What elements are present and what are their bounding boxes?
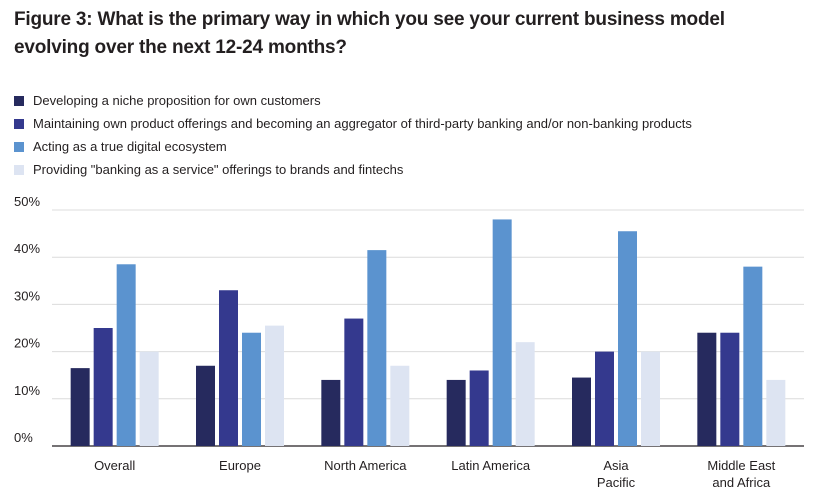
- bar: [641, 351, 660, 446]
- x-category-label: and Africa: [712, 475, 771, 490]
- x-category-label: Latin America: [451, 458, 531, 473]
- bar: [344, 318, 364, 446]
- y-tick-label: 0%: [14, 430, 33, 445]
- legend-label: Acting as a true digital ecosystem: [33, 139, 227, 154]
- bar: [242, 332, 261, 446]
- legend-label: Providing "banking as a service" offerin…: [33, 162, 404, 177]
- legend-swatch: [14, 118, 24, 129]
- bar: [572, 377, 591, 446]
- x-category-label: Pacific: [597, 475, 636, 490]
- y-tick-label: 20%: [14, 336, 40, 351]
- bar: [70, 368, 90, 446]
- bar: [446, 379, 466, 446]
- bar: [196, 365, 215, 446]
- legend-label: Developing a niche proposition for own c…: [33, 93, 321, 108]
- y-tick-label: 10%: [14, 383, 40, 398]
- x-category-label: North America: [324, 458, 407, 473]
- bar: [469, 370, 489, 446]
- legend-label: Maintaining own product offerings and be…: [33, 116, 692, 131]
- x-category-label: Europe: [219, 458, 261, 473]
- bar: [618, 231, 637, 446]
- legend-swatch: [14, 164, 24, 175]
- bar: [492, 219, 512, 446]
- y-tick-label: 40%: [14, 241, 40, 256]
- y-tick-label: 30%: [14, 288, 40, 303]
- bar: [367, 250, 387, 446]
- bar: [390, 365, 410, 446]
- legend-swatch: [14, 95, 24, 106]
- bar: [93, 328, 113, 446]
- x-category-label: Middle East: [707, 458, 775, 473]
- bar: [219, 290, 238, 446]
- bar: [515, 342, 535, 446]
- x-category-label: Asia: [603, 458, 629, 473]
- legend-item: Acting as a true digital ecosystem: [14, 135, 692, 158]
- y-tick-label: 50%: [14, 194, 40, 209]
- chart-legend: Developing a niche proposition for own c…: [14, 89, 692, 181]
- bar: [116, 264, 136, 446]
- bar: [743, 266, 763, 446]
- chart-title-line-2: evolving over the next 12-24 months?: [14, 37, 347, 58]
- chart-title-line-1: Figure 3: What is the primary way in whi…: [14, 9, 725, 30]
- legend-item: Providing "banking as a service" offerin…: [14, 158, 692, 181]
- bar: [720, 332, 740, 446]
- bar: [321, 379, 341, 446]
- chart-title: Figure 3: What is the primary way in whi…: [14, 6, 814, 62]
- bar: [697, 332, 717, 446]
- bar: [265, 325, 284, 446]
- bar: [595, 351, 614, 446]
- bar: [766, 379, 786, 446]
- legend-item: Maintaining own product offerings and be…: [14, 112, 692, 135]
- bar: [139, 351, 159, 446]
- x-category-label: Overall: [94, 458, 135, 473]
- legend-item: Developing a niche proposition for own c…: [14, 89, 692, 112]
- legend-swatch: [14, 141, 24, 152]
